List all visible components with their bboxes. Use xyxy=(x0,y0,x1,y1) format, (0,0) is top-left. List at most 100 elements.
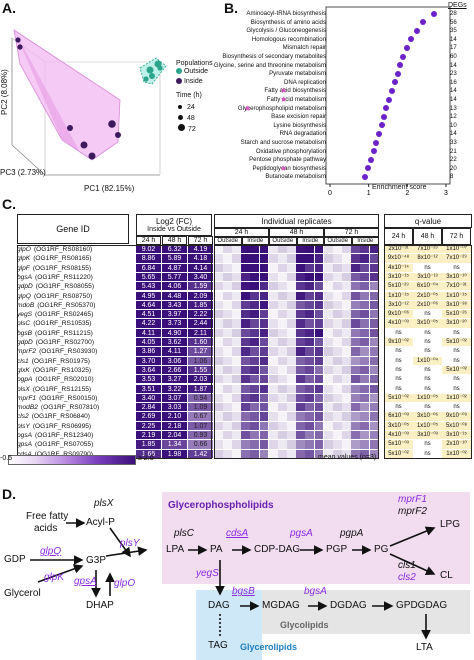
x-tick-label: 0 xyxy=(328,190,332,197)
replicate-inside-cell xyxy=(241,412,250,422)
enrichment-dot xyxy=(364,165,371,172)
replicate-outside-cell xyxy=(232,356,241,366)
replicate-outside-cell xyxy=(333,421,342,431)
fold-change-cell: 2.03 xyxy=(188,375,213,385)
replicate-outside-cell xyxy=(342,291,351,301)
replicate-inside-cell xyxy=(241,384,250,394)
replicate-outside-cell xyxy=(333,347,342,357)
gene-row-label: glxK (OG1RF_RS10325) xyxy=(17,366,134,375)
node-tag: TAG xyxy=(208,640,228,651)
replicate-inside-cell xyxy=(314,440,323,450)
star-icon: ★ xyxy=(280,95,288,104)
replicate-outside-cell xyxy=(287,300,296,311)
replicate-outside-cell xyxy=(214,254,223,264)
fold-change-cell: 1.87 xyxy=(188,384,213,394)
mean-values-note: mean values (n=3) xyxy=(318,454,377,461)
replicate-outside-cell xyxy=(223,375,232,385)
fold-change-cell: 3.03 xyxy=(162,403,187,413)
enrichment-dot xyxy=(408,36,415,43)
replicate-inside-cell xyxy=(296,310,305,320)
fold-change-cell: 2.11 xyxy=(188,328,213,338)
replicate-outside-cell xyxy=(269,300,278,311)
gene-name: plsY xyxy=(17,422,30,430)
replicate-inside-cell xyxy=(259,245,268,255)
replicate-outside-cell xyxy=(278,403,287,413)
replicate-outside-cell xyxy=(333,440,342,450)
replicate-outside-cell xyxy=(223,245,232,255)
node-dhap: DHAP xyxy=(86,600,114,611)
q-value-cell: 1x10⁻⁰⁴ xyxy=(413,356,442,366)
time-48-dot-icon xyxy=(178,115,183,120)
gene-name: glpK xyxy=(17,255,31,263)
gene-name: cls1 xyxy=(17,357,29,365)
replicate-outside-cell xyxy=(214,431,223,441)
replicate-inside-cell xyxy=(296,272,305,283)
replicate-outside-cell xyxy=(278,338,287,348)
fold-change-cell: 4.48 xyxy=(162,291,187,301)
replicate-outside-cell xyxy=(287,421,296,431)
node-gdp: GDP xyxy=(4,554,26,565)
q-value-cell: ns xyxy=(413,338,442,348)
enzyme-plsy: plsY xyxy=(120,538,140,549)
replicate-inside-cell xyxy=(250,291,259,301)
replicate-outside-cell xyxy=(269,272,278,283)
pc1-label: PC1 (82.15%) xyxy=(84,184,135,193)
enzyme-cls2: cls2 xyxy=(398,572,416,583)
replicate-time-header: 72 h xyxy=(324,228,379,237)
node-pg: PG xyxy=(374,544,389,555)
gene-locus-id: (OG1RF_RS03930) xyxy=(39,348,98,356)
replicate-outside-cell xyxy=(342,365,351,376)
replicate-inside-cell xyxy=(305,403,314,413)
replicate-inside-cell xyxy=(296,282,305,292)
panel-b-label: B. xyxy=(224,0,238,16)
replicate-inside-header: Inside xyxy=(351,237,379,245)
replicate-outside-cell xyxy=(232,365,241,376)
gene-locus-id: (OG1RF_RS08055) xyxy=(35,283,95,291)
replicate-outside-cell xyxy=(324,403,333,413)
qvalue-header: q-value xyxy=(384,214,472,228)
replicate-outside-cell xyxy=(287,319,296,329)
replicate-outside-cell xyxy=(287,272,296,283)
fold-change-cell: 4.06 xyxy=(162,282,187,292)
enrichment-term: Butanoate metabolism xyxy=(265,173,326,181)
replicate-inside-cell xyxy=(351,347,360,357)
replicate-inside-cell xyxy=(296,328,305,338)
enrichment-dot xyxy=(388,87,395,94)
fold-change-cell: 4.87 xyxy=(162,263,187,273)
gene-row-label: mprF2 (OG1RF_RS03930) xyxy=(17,347,134,356)
replicate-inside-cell xyxy=(360,319,369,329)
enrichment-dot xyxy=(370,148,377,155)
q-value-cell: 3x10⁻⁰⁶ xyxy=(413,412,442,422)
gene-locus-id: (OG1RF_RS02700) xyxy=(35,339,95,346)
replicate-outside-cell xyxy=(232,328,241,338)
replicate-inside-cell xyxy=(369,272,378,283)
replicate-outside-cell xyxy=(269,431,278,441)
fc-time-header: 48 h xyxy=(162,236,187,245)
replicate-inside-cell xyxy=(250,412,259,422)
replicate-outside-cell xyxy=(214,356,223,366)
replicate-inside-cell xyxy=(296,393,305,404)
replicate-inside-cell xyxy=(241,403,250,413)
replicate-outside-cell xyxy=(342,263,351,273)
enzyme-pgsa: pgsA xyxy=(290,528,313,539)
replicate-outside-cell xyxy=(214,403,223,413)
gene-name: yegS xyxy=(17,311,33,319)
gene-row-label: gdpD (OG1RF_RS08055) xyxy=(17,282,134,291)
enrichment-term: Lysine biosynthesis xyxy=(273,121,326,129)
replicate-inside-cell xyxy=(369,403,378,413)
gene-locus-id: (OG1RF_RS08160) xyxy=(33,246,93,253)
gene-row-label: glpO (OG1RF_RS08160) xyxy=(17,245,134,254)
enzyme-glpq: glpQ xyxy=(40,546,62,557)
replicate-outside-cell xyxy=(287,328,296,338)
q-value-cell: ns xyxy=(413,403,442,413)
node-pa: PA xyxy=(210,544,223,555)
replicate-outside-cell xyxy=(269,291,278,301)
node-cl: CL xyxy=(440,570,453,581)
gene-name: gpsA xyxy=(17,441,33,449)
degs-count: 14 xyxy=(450,87,457,95)
panel-c: C. Gene ID Log2 (FC) Inside vs Outside I… xyxy=(0,196,474,482)
replicate-outside-cell xyxy=(214,449,223,459)
fold-change-cell: 3.70 xyxy=(136,356,161,366)
replicate-outside-cell xyxy=(278,310,287,320)
replicate-inside-cell xyxy=(369,254,378,264)
